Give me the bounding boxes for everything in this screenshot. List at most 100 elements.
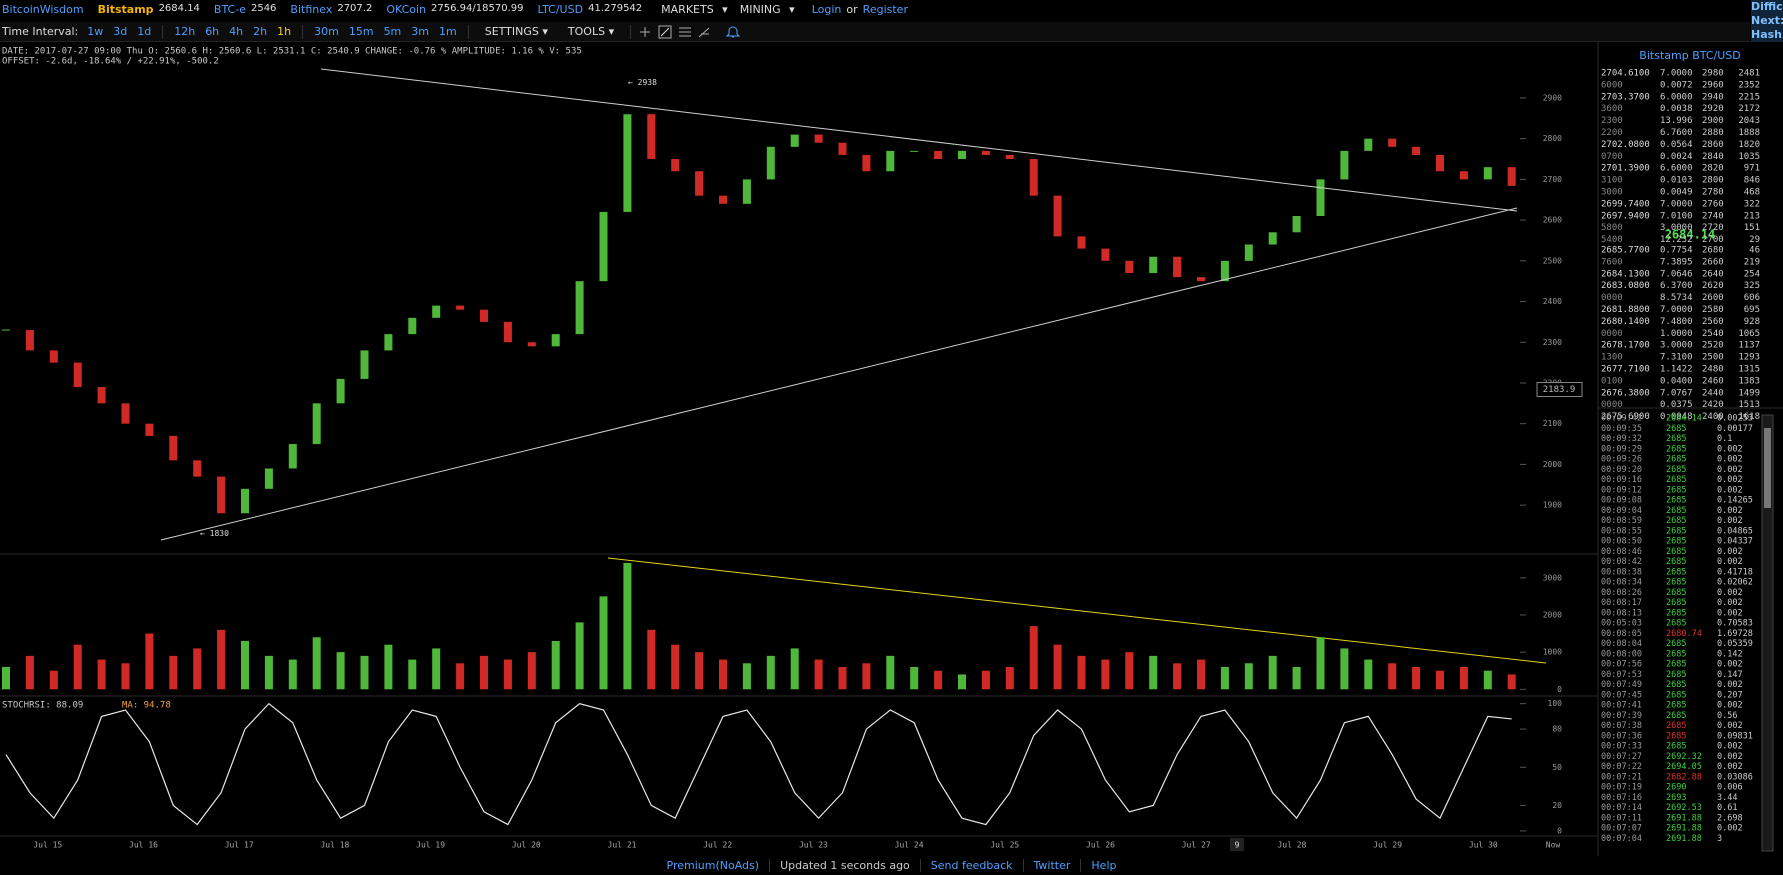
interval[interactable]: 1w (87, 24, 104, 38)
trade-price: 2685 (1666, 711, 1686, 721)
candle (695, 171, 704, 196)
volume-bar (217, 629, 226, 690)
settings-menu[interactable]: SETTINGS ▾ (484, 25, 548, 38)
y-tick-label: 2800 (1543, 134, 1562, 143)
interval[interactable]: 1m (439, 24, 457, 38)
book-depth-price: 2480 (1702, 365, 1724, 375)
alert-tool[interactable] (725, 25, 741, 37)
trade-time: 00:08:55 (1601, 526, 1642, 536)
trade-time: 00:07:56 (1601, 660, 1642, 670)
separator (630, 24, 632, 39)
y-tick-label: 2400 (1543, 297, 1562, 306)
line-tool-frame[interactable] (658, 25, 672, 38)
volume-bar (336, 652, 345, 690)
book-price: 2680.1400 (1601, 317, 1650, 327)
hline-tool[interactable] (679, 27, 692, 36)
line-tool[interactable] (660, 27, 670, 36)
candle (838, 142, 847, 155)
volume-bar (981, 670, 990, 690)
footer: Premium(NoAds) Updated 1 seconds ago Send … (0, 856, 1783, 875)
trade-amount: 0.002 (1717, 701, 1743, 711)
footer-item[interactable]: Help (1080, 859, 1126, 872)
candle (886, 150, 895, 172)
interval[interactable]: 12h (174, 24, 196, 38)
interval[interactable]: 2h (253, 24, 268, 38)
book-depth-price: 2400 (1702, 412, 1724, 422)
x-tick-label: Jul 21 (608, 841, 637, 850)
volume-bar (647, 629, 656, 690)
cross-tool[interactable] (640, 26, 651, 37)
menu[interactable]: MINING ▾ (739, 3, 795, 16)
candles (2, 114, 1516, 514)
trade-amount: 0.002 (1717, 455, 1743, 465)
trade-amount: 0.002 (1717, 444, 1743, 454)
volume-bar (1459, 667, 1468, 690)
ticker-name[interactable]: LTC/USD (537, 3, 584, 16)
ticker-name[interactable]: OKCoin (386, 3, 427, 16)
y-tick-label: 2500 (1543, 256, 1562, 265)
interval[interactable]: 1h (277, 24, 292, 38)
volume-bar (503, 659, 512, 690)
footer-item[interactable]: Premium(NoAds) (666, 859, 760, 872)
trade-amount: 2.698 (1717, 813, 1743, 823)
candle (958, 150, 966, 160)
volume-bar (432, 648, 441, 690)
candle (264, 468, 273, 489)
trade-time: 00:07:07 (1601, 824, 1642, 834)
scrollbar[interactable] (1761, 414, 1774, 852)
toolbar: Time Interval: 1w 3d 1d 12h 6h 4h 2h 1h 30m 15m 5m… (0, 22, 1750, 42)
brand[interactable]: BitcoinWisdom (2, 3, 84, 16)
volume-bar (671, 644, 680, 690)
drawing-tools[interactable] (637, 24, 747, 40)
interval[interactable]: 1d (137, 24, 152, 38)
interval[interactable]: 4h (229, 24, 244, 38)
interval[interactable]: 15m (348, 24, 374, 38)
book-price: 2675.6900 (1601, 412, 1650, 422)
book-depth-price: 2820 (1702, 164, 1724, 174)
candle (623, 114, 632, 212)
trade-time: 00:07:19 (1601, 783, 1642, 793)
book-depth-price: 2420 (1702, 400, 1724, 410)
ticker-name[interactable]: Bitfinex (290, 3, 333, 16)
login-link[interactable]: Login (811, 3, 842, 16)
book-depth-price: 2860 (1702, 140, 1724, 150)
candle (1436, 154, 1444, 172)
scrollbar-thumb[interactable] (1764, 428, 1771, 508)
trade-amount: 3 (1717, 834, 1722, 844)
trade-amount: 0.00177 (1717, 424, 1753, 434)
volume-bar (97, 659, 106, 690)
book-amount: 0.0375 (1660, 400, 1693, 410)
book-price: 5400 (1601, 235, 1623, 245)
trend-line (320, 68, 1518, 212)
interval[interactable]: 30m (314, 24, 339, 38)
book-depth-price: 2680 (1702, 246, 1724, 256)
x-tick-label: Jul 22 (703, 841, 732, 850)
register-link[interactable]: Register (862, 3, 908, 16)
book-amount: 7.0100 (1660, 211, 1693, 221)
trade-time: 00:07:16 (1601, 793, 1642, 803)
trade-time: 00:09:12 (1601, 485, 1642, 495)
interval[interactable]: 3d (113, 24, 128, 38)
volume-bar (1483, 670, 1492, 690)
trade-amount: 0.002 (1717, 475, 1743, 485)
interval[interactable]: 5m (383, 24, 402, 38)
tools-menu[interactable]: TOOLS ▾ (567, 25, 615, 38)
candle (910, 150, 919, 152)
interval[interactable]: 6h (205, 24, 220, 38)
book-depth-price: 2840 (1702, 152, 1724, 162)
book-depth-total: 213 (1744, 211, 1760, 221)
trade-time: 00:07:49 (1601, 680, 1642, 690)
ticker-name[interactable]: BTC-e (213, 3, 246, 16)
tools-label: TOOLS (567, 25, 606, 38)
fib-tool[interactable] (698, 27, 710, 37)
book-depth-total: 2481 (1738, 69, 1760, 79)
footer-item[interactable]: Twitter (1022, 859, 1081, 872)
price-marker-label: 2183.9 (1543, 385, 1576, 395)
interval[interactable]: 3m (411, 24, 429, 38)
ticker-name[interactable]: Bitstamp (97, 3, 154, 16)
book-price: 2678.1700 (1601, 341, 1650, 351)
footer-item[interactable]: Send feedback (919, 859, 1023, 872)
menu[interactable]: MARKETS ▾ (661, 3, 728, 16)
book-depth-total: 46 (1749, 246, 1760, 256)
candle (97, 387, 106, 404)
